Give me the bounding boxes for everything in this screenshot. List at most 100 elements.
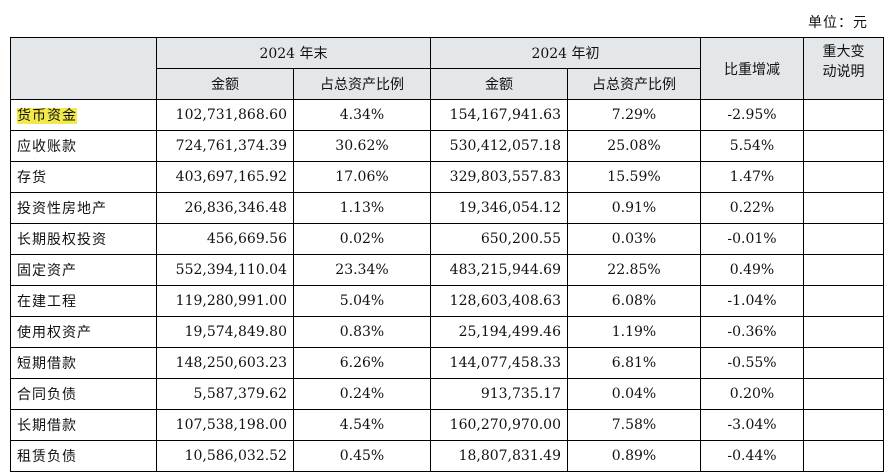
row-start-amount: 128,603,408.63 <box>430 285 568 317</box>
row-end-ratio: 30.62% <box>293 130 431 162</box>
row-item-name: 固定资产 <box>10 254 157 286</box>
header-period-end: 2024 年末 <box>156 37 431 69</box>
row-note <box>803 130 884 162</box>
row-item-name: 短期借款 <box>10 347 157 379</box>
table-row: 长期股权投资 456,669.56 0.02% 650,200.55 0.03% -0.0… <box>10 223 884 255</box>
row-start-ratio: 0.04% <box>567 378 701 410</box>
row-note <box>803 316 884 348</box>
row-item-name: 存货 <box>10 161 157 193</box>
table-row: 短期借款 148,250,603.23 6.26% 144,077,458.33 6.8… <box>10 347 884 379</box>
row-item-name: 应收账款 <box>10 130 157 162</box>
row-start-amount: 144,077,458.33 <box>430 347 568 379</box>
row-item-label: 合同负债 <box>17 387 77 403</box>
row-end-amount: 10,586,032.52 <box>156 440 294 472</box>
row-item-name: 投资性房地产 <box>10 192 157 224</box>
row-start-ratio: 7.29% <box>567 99 701 131</box>
row-item-label: 固定资产 <box>17 263 77 279</box>
row-item-label: 租赁负债 <box>17 449 77 465</box>
row-item-label: 短期借款 <box>17 356 77 372</box>
row-item-name: 在建工程 <box>10 285 157 317</box>
row-change: 0.49% <box>700 254 804 286</box>
row-change: -0.01% <box>700 223 804 255</box>
row-end-amount: 119,280,991.00 <box>156 285 294 317</box>
table-header: 2024 年末 2024 年初 比重增减 重大变 动说明 金额 占总资产比例 金… <box>10 37 884 100</box>
row-start-ratio: 25.08% <box>567 130 701 162</box>
table-body: 货币资金 102,731,868.60 4.34% 154,167,941.63 7.2… <box>10 99 884 472</box>
row-start-ratio: 0.91% <box>567 192 701 224</box>
row-end-ratio: 5.04% <box>293 285 431 317</box>
row-note <box>803 378 884 410</box>
row-note <box>803 254 884 286</box>
header-note-line1: 重大变 <box>822 43 865 60</box>
header-period-start: 2024 年初 <box>430 37 701 69</box>
row-end-ratio: 0.24% <box>293 378 431 410</box>
balance-sheet-table: 2024 年末 2024 年初 比重增减 重大变 动说明 金额 占总资产比例 金… <box>10 37 884 472</box>
row-note <box>803 409 884 441</box>
row-end-amount: 456,669.56 <box>156 223 294 255</box>
row-item-label: 货币资金 <box>17 108 77 124</box>
row-end-amount: 724,761,374.39 <box>156 130 294 162</box>
row-end-ratio: 6.26% <box>293 347 431 379</box>
table-row: 固定资产 552,394,110.04 23.34% 483,215,944.69 22… <box>10 254 884 286</box>
row-item-name: 长期股权投资 <box>10 223 157 255</box>
row-change: 1.47% <box>700 161 804 193</box>
row-end-amount: 552,394,110.04 <box>156 254 294 286</box>
row-end-amount: 26,836,346.48 <box>156 192 294 224</box>
header-start-ratio: 占总资产比例 <box>567 68 701 100</box>
row-change: 5.54% <box>700 130 804 162</box>
table-row: 货币资金 102,731,868.60 4.34% 154,167,941.63 7.2… <box>10 99 884 131</box>
row-item-name: 租赁负债 <box>10 440 157 472</box>
row-change: -1.04% <box>700 285 804 317</box>
row-note <box>803 440 884 472</box>
row-end-amount: 102,731,868.60 <box>156 99 294 131</box>
row-item-label: 长期借款 <box>17 418 77 434</box>
row-end-ratio: 23.34% <box>293 254 431 286</box>
table-row: 存货 403,697,165.92 17.06% 329,803,557.83 15.5… <box>10 161 884 193</box>
row-item-label: 存货 <box>17 170 47 186</box>
table-row: 在建工程 119,280,991.00 5.04% 128,603,408.63 6.0… <box>10 285 884 317</box>
row-start-ratio: 7.58% <box>567 409 701 441</box>
row-start-amount: 25,194,499.46 <box>430 316 568 348</box>
row-change: -0.44% <box>700 440 804 472</box>
row-end-amount: 107,538,198.00 <box>156 409 294 441</box>
row-start-ratio: 22.85% <box>567 254 701 286</box>
table-row: 应收账款 724,761,374.39 30.62% 530,412,057.18 25… <box>10 130 884 162</box>
row-item-label: 在建工程 <box>17 294 77 310</box>
row-start-ratio: 6.08% <box>567 285 701 317</box>
row-change: -0.36% <box>700 316 804 348</box>
row-change: 0.20% <box>700 378 804 410</box>
header-note-line2: 动说明 <box>822 63 865 80</box>
row-start-ratio: 1.19% <box>567 316 701 348</box>
row-item-label: 长期股权投资 <box>17 232 107 248</box>
row-note <box>803 285 884 317</box>
row-note <box>803 99 884 131</box>
row-end-amount: 19,574,849.80 <box>156 316 294 348</box>
header-item-blank <box>10 37 157 100</box>
row-end-amount: 5,587,379.62 <box>156 378 294 410</box>
row-note <box>803 347 884 379</box>
row-start-ratio: 6.81% <box>567 347 701 379</box>
row-end-ratio: 0.45% <box>293 440 431 472</box>
row-note <box>803 161 884 193</box>
row-end-ratio: 4.54% <box>293 409 431 441</box>
table-row: 投资性房地产 26,836,346.48 1.13% 19,346,054.12 0.9… <box>10 192 884 224</box>
row-item-label: 投资性房地产 <box>17 201 107 217</box>
row-item-name: 使用权资产 <box>10 316 157 348</box>
row-item-name: 货币资金 <box>10 99 157 131</box>
row-note <box>803 192 884 224</box>
row-start-amount: 483,215,944.69 <box>430 254 568 286</box>
row-start-ratio: 0.89% <box>567 440 701 472</box>
row-end-ratio: 1.13% <box>293 192 431 224</box>
row-start-amount: 913,735.17 <box>430 378 568 410</box>
header-end-amount: 金额 <box>156 68 294 100</box>
row-end-amount: 148,250,603.23 <box>156 347 294 379</box>
row-end-ratio: 17.06% <box>293 161 431 193</box>
row-item-label: 使用权资产 <box>17 325 92 341</box>
header-note: 重大变 动说明 <box>803 37 884 100</box>
row-start-amount: 530,412,057.18 <box>430 130 568 162</box>
row-start-ratio: 0.03% <box>567 223 701 255</box>
table-row: 合同负债 5,587,379.62 0.24% 913,735.17 0.04% 0.20… <box>10 378 884 410</box>
row-item-label: 应收账款 <box>17 139 77 155</box>
row-start-amount: 19,346,054.12 <box>430 192 568 224</box>
row-change: -0.55% <box>700 347 804 379</box>
